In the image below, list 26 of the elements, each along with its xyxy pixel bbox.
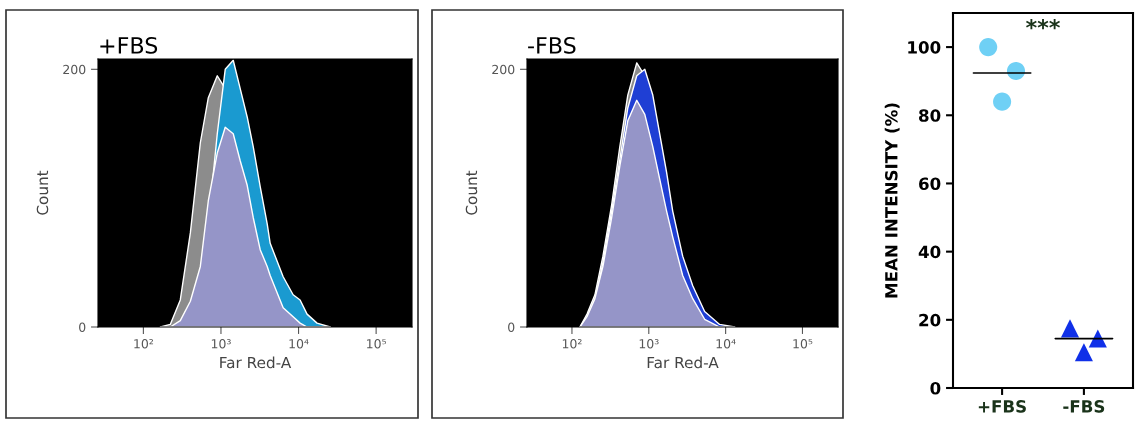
x-tick-label: 10⁵ [367,339,386,349]
x-tick-label: 10⁴ [716,339,736,349]
x-tick-label: 10⁵ [793,339,813,349]
y-tick-label: 20 [919,313,941,327]
y-axis-title: MEAN INTENSITY (%) [884,103,900,298]
x-axis-title: Far Red-A [647,356,719,369]
y-tick-label: 80 [919,109,941,122]
y-tick-label: 0 [79,322,86,332]
y-tick-label: 100 [908,41,941,54]
x-axis-title: Far Red-A [220,356,292,369]
chart-title: -FBS [528,36,576,54]
chart-title: +FBS [100,36,158,54]
y-axis-title: Count [36,170,49,215]
y-tick-label: 60 [919,177,941,191]
x-tick-label: 10² [134,339,154,349]
x-tick-label: 10² [562,339,582,349]
x-tick-label: 10³ [639,339,659,349]
x-tick-label: 10³ [211,339,231,349]
y-axis-title: Count [465,170,478,215]
y-tick-label: 40 [918,245,941,259]
y-tick-label: 200 [63,64,86,75]
y-tick-label: 0 [930,381,941,395]
annotation: *** [1026,19,1060,30]
y-tick-label: 0 [508,322,515,332]
x-tick-label: 10⁴ [289,339,309,349]
y-tick-label: 200 [492,64,515,75]
